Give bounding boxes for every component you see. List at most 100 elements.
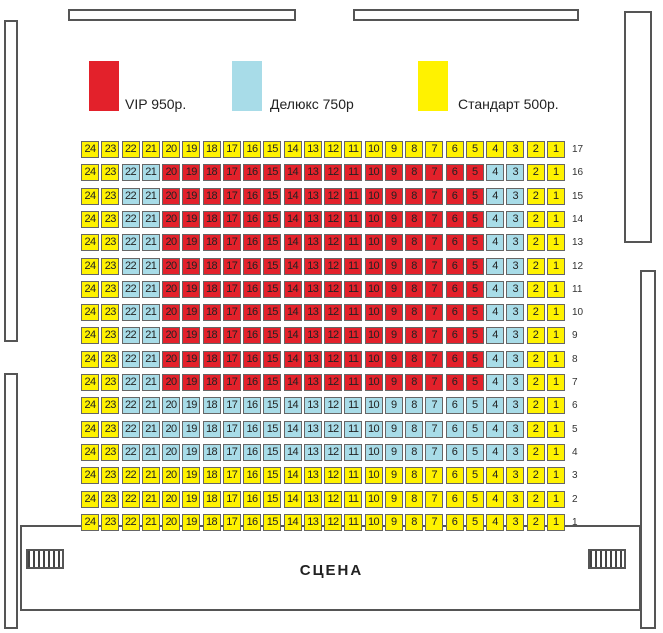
seat[interactable]: 11 bbox=[344, 257, 363, 275]
seat[interactable]: 18 bbox=[202, 420, 221, 438]
seat[interactable]: 22 bbox=[121, 513, 140, 531]
seat[interactable]: 11 bbox=[344, 327, 363, 345]
seat[interactable]: 10 bbox=[364, 280, 383, 298]
seat[interactable]: 2 bbox=[526, 234, 545, 252]
seat[interactable]: 6 bbox=[445, 490, 464, 508]
seat[interactable]: 9 bbox=[384, 374, 403, 391]
seat[interactable]: 7 bbox=[425, 420, 444, 438]
seat[interactable]: 1 bbox=[546, 187, 565, 205]
seat[interactable]: 18 bbox=[202, 187, 221, 205]
seat[interactable]: 9 bbox=[384, 234, 403, 252]
seat[interactable]: 23 bbox=[101, 490, 120, 508]
seat[interactable]: 3 bbox=[506, 513, 525, 531]
seat[interactable]: 2 bbox=[526, 490, 545, 508]
seat[interactable]: 17 bbox=[222, 467, 241, 485]
seat[interactable]: 4 bbox=[486, 187, 504, 205]
seat[interactable]: 2 bbox=[526, 467, 545, 485]
seat[interactable]: 9 bbox=[384, 304, 403, 322]
seat[interactable]: 24 bbox=[81, 513, 99, 531]
seat[interactable]: 7 bbox=[425, 397, 444, 415]
seat[interactable]: 1 bbox=[546, 234, 565, 252]
seat[interactable]: 22 bbox=[121, 210, 140, 228]
seat[interactable]: 16 bbox=[243, 164, 261, 182]
seat[interactable]: 3 bbox=[506, 420, 525, 438]
seat[interactable]: 14 bbox=[283, 467, 302, 485]
seat[interactable]: 18 bbox=[202, 280, 221, 298]
seat[interactable]: 4 bbox=[486, 141, 504, 158]
seat[interactable]: 22 bbox=[121, 141, 140, 158]
seat[interactable]: 12 bbox=[324, 280, 342, 298]
seat[interactable]: 24 bbox=[81, 234, 99, 252]
seat[interactable]: 23 bbox=[101, 141, 120, 158]
seat[interactable]: 6 bbox=[445, 443, 464, 461]
seat[interactable]: 17 bbox=[222, 164, 241, 182]
seat[interactable]: 10 bbox=[364, 327, 383, 345]
seat[interactable]: 20 bbox=[162, 164, 180, 182]
seat[interactable]: 23 bbox=[101, 327, 120, 345]
seat[interactable]: 5 bbox=[465, 257, 484, 275]
seat[interactable]: 8 bbox=[405, 164, 423, 182]
seat[interactable]: 10 bbox=[364, 187, 383, 205]
seat[interactable]: 17 bbox=[222, 513, 241, 531]
seat[interactable]: 8 bbox=[405, 420, 423, 438]
seat[interactable]: 2 bbox=[526, 327, 545, 345]
seat[interactable]: 7 bbox=[425, 280, 444, 298]
seat[interactable]: 12 bbox=[324, 210, 342, 228]
seat[interactable]: 9 bbox=[384, 467, 403, 485]
seat[interactable]: 18 bbox=[202, 467, 221, 485]
seat[interactable]: 10 bbox=[364, 304, 383, 322]
seat[interactable]: 2 bbox=[526, 420, 545, 438]
seat[interactable]: 18 bbox=[202, 234, 221, 252]
seat[interactable]: 15 bbox=[263, 467, 282, 485]
seat[interactable]: 24 bbox=[81, 187, 99, 205]
seat[interactable]: 13 bbox=[303, 513, 322, 531]
seat[interactable]: 16 bbox=[243, 141, 261, 158]
seat[interactable]: 11 bbox=[344, 467, 363, 485]
seat[interactable]: 13 bbox=[303, 164, 322, 182]
seat[interactable]: 12 bbox=[324, 304, 342, 322]
seat[interactable]: 20 bbox=[162, 327, 180, 345]
seat[interactable]: 16 bbox=[243, 187, 261, 205]
seat[interactable]: 9 bbox=[384, 141, 403, 158]
seat[interactable]: 11 bbox=[344, 443, 363, 461]
seat[interactable]: 13 bbox=[303, 490, 322, 508]
seat[interactable]: 11 bbox=[344, 490, 363, 508]
seat[interactable]: 11 bbox=[344, 141, 363, 158]
seat[interactable]: 4 bbox=[486, 467, 504, 485]
seat[interactable]: 14 bbox=[283, 420, 302, 438]
seat[interactable]: 14 bbox=[283, 397, 302, 415]
seat[interactable]: 19 bbox=[182, 234, 201, 252]
seat[interactable]: 14 bbox=[283, 304, 302, 322]
seat[interactable]: 16 bbox=[243, 327, 261, 345]
seat[interactable]: 3 bbox=[506, 327, 525, 345]
seat[interactable]: 13 bbox=[303, 374, 322, 391]
seat[interactable]: 12 bbox=[324, 397, 342, 415]
seat[interactable]: 17 bbox=[222, 141, 241, 158]
seat[interactable]: 18 bbox=[202, 257, 221, 275]
seat[interactable]: 22 bbox=[121, 187, 140, 205]
seat[interactable]: 18 bbox=[202, 513, 221, 531]
seat[interactable]: 5 bbox=[465, 280, 484, 298]
seat[interactable]: 6 bbox=[445, 164, 464, 182]
seat[interactable]: 20 bbox=[162, 187, 180, 205]
seat[interactable]: 21 bbox=[141, 350, 160, 368]
seat[interactable]: 19 bbox=[182, 280, 201, 298]
seat[interactable]: 8 bbox=[405, 467, 423, 485]
seat[interactable]: 13 bbox=[303, 234, 322, 252]
seat[interactable]: 13 bbox=[303, 141, 322, 158]
seat[interactable]: 6 bbox=[445, 210, 464, 228]
seat[interactable]: 21 bbox=[141, 513, 160, 531]
seat[interactable]: 15 bbox=[263, 490, 282, 508]
seat[interactable]: 10 bbox=[364, 234, 383, 252]
seat[interactable]: 6 bbox=[445, 304, 464, 322]
seat[interactable]: 14 bbox=[283, 350, 302, 368]
seat[interactable]: 17 bbox=[222, 350, 241, 368]
seat[interactable]: 22 bbox=[121, 350, 140, 368]
seat[interactable]: 5 bbox=[465, 467, 484, 485]
seat[interactable]: 4 bbox=[486, 164, 504, 182]
seat[interactable]: 24 bbox=[81, 490, 99, 508]
seat[interactable]: 6 bbox=[445, 467, 464, 485]
seat[interactable]: 23 bbox=[101, 420, 120, 438]
seat[interactable]: 20 bbox=[162, 141, 180, 158]
seat[interactable]: 9 bbox=[384, 187, 403, 205]
